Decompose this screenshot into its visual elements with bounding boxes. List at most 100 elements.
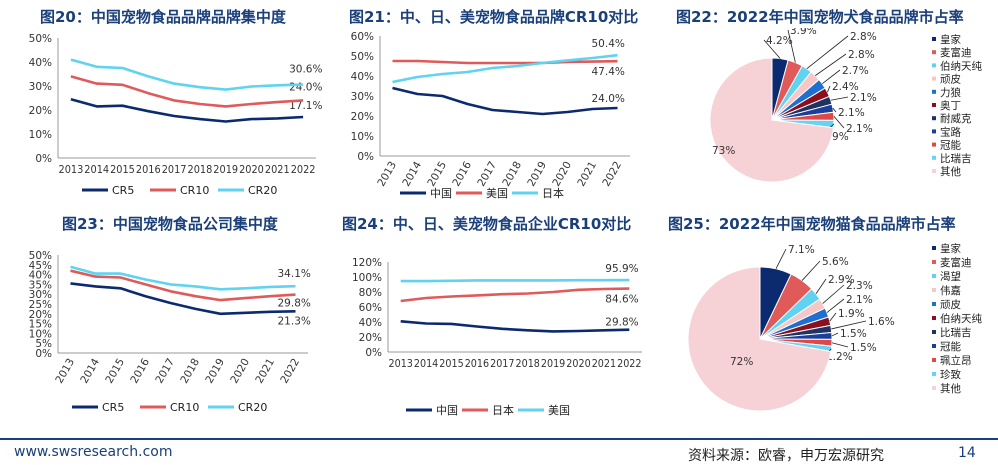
legend-swatch-皇家 xyxy=(932,37,936,41)
legend-swatch-麦富迪 xyxy=(932,50,936,54)
legend-swatch-渴望 xyxy=(932,274,936,278)
data-label: 2.1% xyxy=(846,294,873,306)
leader-line xyxy=(832,343,848,347)
leader-line xyxy=(802,261,820,281)
y-tick-label: 40% xyxy=(359,317,382,329)
legend-label-皇家: 皇家 xyxy=(940,242,961,255)
y-tick-label: 50% xyxy=(351,51,374,63)
y-tick-label: 120% xyxy=(352,257,382,269)
x-tick-label: 2022 xyxy=(600,160,624,189)
x-tick-label: 2018 xyxy=(500,160,524,189)
x-tick-label: 2019 xyxy=(213,164,238,176)
chart-title-c23: 图23：中国宠物食品公司集中度 xyxy=(62,213,278,234)
chart-title-c25: 图25：2022年中国宠物猫食品品牌市占率 xyxy=(668,213,956,234)
footer-url[interactable]: www.swsresearch.com xyxy=(14,444,172,460)
x-tick-label: 2016 xyxy=(128,356,152,385)
legend-label-顽皮: 顽皮 xyxy=(940,73,961,86)
legend-label-CR5: CR5 xyxy=(112,184,134,197)
y-tick-label: 10% xyxy=(351,131,374,143)
series-line-中国 xyxy=(401,321,630,331)
legend-label-CR5: CR5 xyxy=(102,401,124,414)
data-label: 2.1% xyxy=(850,92,877,104)
y-tick-label: 20% xyxy=(359,332,382,344)
chart-title-c21: 图21：中、日、美宠物食品品牌CR10对比 xyxy=(349,6,638,27)
data-label: 2.7% xyxy=(842,65,869,77)
data-label: 21.3% xyxy=(278,315,311,327)
legend-swatch-伟嘉 xyxy=(932,288,936,292)
leader-line xyxy=(816,279,826,294)
x-tick-label: 2013 xyxy=(59,164,84,176)
x-tick-label: 2018 xyxy=(516,358,540,370)
data-label: 2.8% xyxy=(848,49,875,61)
legend-swatch-顽皮 xyxy=(932,77,936,81)
pie-chart-cat-food-share: 7.1%5.6%2.9%2.3%2.1%1.9%1.6%1.5%1.5%1.2%… xyxy=(662,235,998,435)
y-tick-label: 30% xyxy=(351,91,374,103)
x-tick-label: 2021 xyxy=(253,357,277,386)
x-tick-label: 2018 xyxy=(188,164,213,176)
x-tick-label: 2015 xyxy=(110,164,135,176)
series-line-日本 xyxy=(393,55,618,82)
x-tick-label: 2022 xyxy=(291,164,316,176)
legend-swatch-麦富迪 xyxy=(932,260,936,264)
x-tick-label: 2017 xyxy=(162,164,187,176)
y-tick-label: 30% xyxy=(29,81,52,93)
legend-swatch-皇家 xyxy=(932,246,936,250)
series-line-日本 xyxy=(401,289,630,301)
x-tick-label: 2017 xyxy=(153,357,177,386)
leader-line xyxy=(830,313,836,321)
data-label: 2.8% xyxy=(850,31,877,43)
legend-label-冠能: 冠能 xyxy=(940,340,961,353)
data-label: 29.8% xyxy=(278,298,311,310)
data-label: 24.0% xyxy=(592,93,625,105)
x-tick-label: 2018 xyxy=(178,357,202,386)
data-label: 2.1% xyxy=(846,123,873,135)
data-label: 84.6% xyxy=(605,294,638,306)
data-label: 2.3% xyxy=(846,280,873,292)
data-label: 29.8% xyxy=(605,317,638,329)
x-tick-label: 2021 xyxy=(265,164,290,176)
x-tick-label: 2014 xyxy=(84,164,109,176)
y-tick-label: 60% xyxy=(359,302,382,314)
legend-label-顽皮: 顽皮 xyxy=(940,298,961,311)
legend-label-中国: 中国 xyxy=(436,404,458,417)
leader-line xyxy=(823,285,844,304)
legend-label-比瑞吉: 比瑞吉 xyxy=(940,152,972,165)
x-tick-label: 2022 xyxy=(617,358,641,370)
data-label: 24.0% xyxy=(289,81,322,93)
x-tick-label: 2021 xyxy=(592,358,616,370)
chart-title-c22: 图22：2022年中国宠物犬食品品牌市占率 xyxy=(676,6,964,27)
legend-swatch-珮立昂 xyxy=(932,358,936,362)
x-tick-label: 2021 xyxy=(575,160,599,189)
y-tick-label: 0% xyxy=(35,153,52,165)
series-line-美国 xyxy=(393,61,618,63)
data-label: 5.6% xyxy=(822,256,849,268)
footer-source: 资料来源：欧睿，申万宏源研究 xyxy=(688,445,884,465)
data-label: 73% xyxy=(712,145,735,157)
legend-label-CR20: CR20 xyxy=(238,401,267,414)
legend-swatch-珍致 xyxy=(932,372,936,376)
y-tick-label: 20% xyxy=(29,105,52,117)
x-tick-label: 2016 xyxy=(450,159,474,188)
x-tick-label: 2020 xyxy=(228,357,252,386)
legend-label-宝路: 宝路 xyxy=(940,125,961,138)
y-tick-label: 0% xyxy=(357,151,374,163)
legend-label-伟嘉: 伟嘉 xyxy=(940,284,961,297)
data-label: 30.6% xyxy=(289,64,322,76)
leader-line xyxy=(776,249,786,269)
y-tick-label: 50% xyxy=(29,33,52,45)
legend-label-皇家: 皇家 xyxy=(940,33,961,46)
x-tick-label: 2022 xyxy=(278,357,302,386)
legend-swatch-顽皮 xyxy=(932,302,936,306)
x-tick-label: 2016 xyxy=(136,164,161,176)
legend-label-其他: 其他 xyxy=(940,165,961,178)
y-tick-label: 100% xyxy=(352,272,382,284)
y-tick-label: 0% xyxy=(365,347,382,359)
chart-title-c20: 图20：中国宠物食品品牌品牌集中度 xyxy=(40,6,286,27)
legend-swatch-比瑞吉 xyxy=(932,156,936,160)
legend-label-中国: 中国 xyxy=(430,187,452,200)
y-tick-label: 60% xyxy=(351,31,374,43)
legend-label-CR10: CR10 xyxy=(170,401,199,414)
y-tick-label: 20% xyxy=(351,111,374,123)
